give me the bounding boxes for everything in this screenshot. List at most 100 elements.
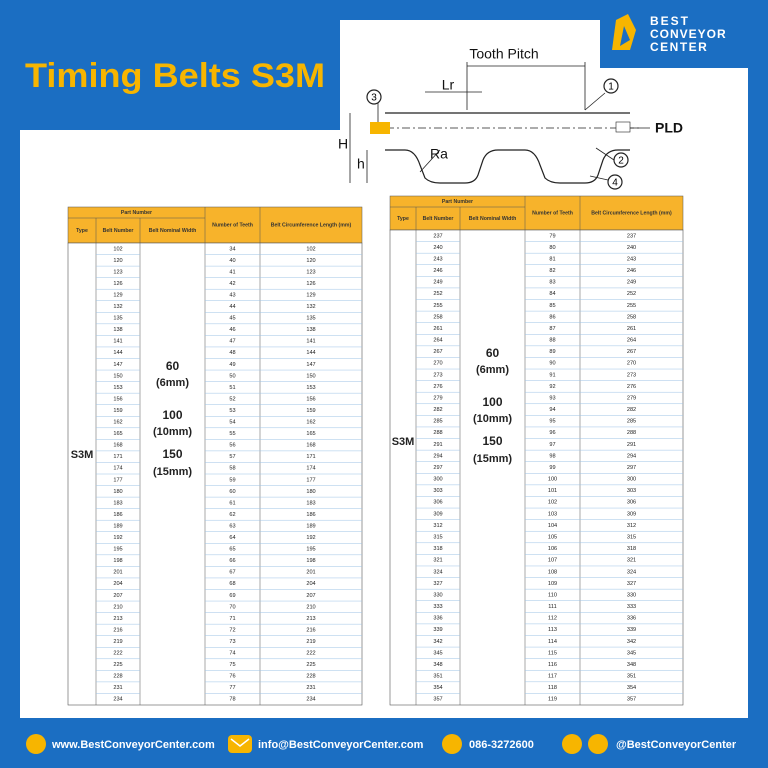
table-cell: 52	[229, 396, 235, 402]
nominal-width: 150	[482, 434, 502, 448]
table-cell: 57	[229, 454, 235, 460]
table-cell: 255	[627, 303, 636, 309]
table-cell: 201	[113, 570, 122, 576]
footer-mail[interactable]: info@BestConveyorCenter.com	[258, 739, 424, 751]
table-cell: 90	[549, 361, 555, 367]
table-cell: 150	[306, 373, 315, 379]
table-cell: 237	[433, 233, 442, 239]
table-cell: 195	[306, 547, 315, 553]
table-cell: 42	[229, 281, 235, 287]
table-cell: 252	[627, 291, 636, 297]
table-cell: 147	[113, 362, 122, 368]
table-cell: 183	[306, 500, 315, 506]
table-cell: 141	[306, 339, 315, 345]
header-cell: Type	[397, 216, 409, 222]
table-cell: 113	[548, 627, 557, 633]
table-cell: 123	[113, 269, 122, 275]
table-cell: 354	[627, 685, 636, 691]
table-cell: 180	[113, 489, 122, 495]
footer-phone[interactable]: 086-3272600	[469, 739, 534, 751]
table-cell: 55	[229, 431, 235, 437]
table-cell: 174	[113, 466, 122, 472]
table-cell: 258	[433, 314, 442, 320]
table-cell: 102	[548, 500, 557, 506]
table-cell: 312	[433, 523, 442, 529]
table-cell: 240	[433, 245, 442, 251]
table-cell: 267	[433, 349, 442, 355]
table-cell: 123	[306, 269, 315, 275]
table-cell: 216	[113, 627, 122, 633]
table-cell: 213	[306, 616, 315, 622]
table-cell: 192	[113, 535, 122, 541]
table-cell: 330	[627, 592, 636, 598]
footer-social[interactable]: @BestConveyorCenter	[616, 739, 737, 751]
table-cell: 150	[113, 373, 122, 379]
table-cell: 324	[627, 569, 636, 575]
table-cell: 273	[627, 372, 636, 378]
table-cell: 115	[548, 650, 557, 656]
table-cell: 77	[229, 685, 235, 691]
table-cell: 110	[548, 592, 557, 598]
table-cell: 40	[229, 258, 235, 264]
table-cell: 156	[306, 396, 315, 402]
table-cell: 279	[627, 395, 636, 401]
footer-web[interactable]: www.BestConveyorCenter.com	[51, 739, 215, 751]
table-cell: 285	[433, 419, 442, 425]
table-cell: 106	[548, 546, 557, 552]
table-cell: 339	[627, 627, 636, 633]
table-cell: 345	[627, 650, 636, 656]
table-cell: 228	[306, 674, 315, 680]
table-cell: 294	[627, 453, 636, 459]
table-cell: 58	[229, 466, 235, 472]
table-cell: 171	[113, 454, 122, 460]
table-cell: 138	[306, 327, 315, 333]
table-cell: 91	[549, 372, 555, 378]
table-cell: 132	[113, 304, 122, 310]
table-cell: 189	[113, 523, 122, 529]
table-cell: 60	[229, 489, 235, 495]
table-cell: 291	[627, 442, 636, 448]
table-cell: 126	[113, 281, 122, 287]
table-cell: 207	[306, 593, 315, 599]
nominal-width: 60	[486, 346, 500, 360]
table-cell: 306	[627, 500, 636, 506]
table-cell: 44	[229, 304, 235, 310]
logo: BEST CONVEYOR CENTER	[612, 14, 726, 54]
diagram-label: h	[357, 156, 365, 172]
table-cell: 315	[433, 534, 442, 540]
table-cell: 282	[627, 407, 636, 413]
table-cell: 270	[433, 361, 442, 367]
table-cell: 53	[229, 408, 235, 414]
table-header	[389, 195, 684, 231]
table-cell: 132	[306, 304, 315, 310]
table-cell: 93	[549, 395, 555, 401]
table-cell: 234	[306, 697, 315, 703]
table-cell: 56	[229, 443, 235, 449]
table-cell: 144	[113, 350, 122, 356]
diagram-label: 4	[612, 178, 618, 189]
table-cell: 82	[549, 268, 555, 274]
table-header	[67, 206, 363, 244]
table-cell: 357	[433, 697, 442, 703]
nominal-width: (6mm)	[476, 364, 509, 376]
table-cell: 249	[433, 280, 442, 286]
nominal-width: (15mm)	[153, 466, 192, 478]
table-cell: 97	[549, 442, 555, 448]
table-cell: 225	[113, 662, 122, 668]
header-cell: Belt Number	[103, 228, 134, 234]
table-cell: 168	[306, 443, 315, 449]
table-cell: 85	[549, 303, 555, 309]
table-cell: 276	[627, 384, 636, 390]
logo-text: CENTER	[650, 40, 708, 54]
table-cell: 72	[229, 627, 235, 633]
table-cell: 288	[627, 430, 636, 436]
table-cell: 246	[433, 268, 442, 274]
table-cell: 168	[113, 443, 122, 449]
table-cell: 119	[548, 697, 557, 703]
table-cell: 126	[306, 281, 315, 287]
table-cell: 46	[229, 327, 235, 333]
table-cell: 285	[627, 419, 636, 425]
nominal-width: (10mm)	[473, 413, 512, 425]
table-cell: 177	[306, 477, 315, 483]
header-cell: Type	[76, 228, 88, 234]
